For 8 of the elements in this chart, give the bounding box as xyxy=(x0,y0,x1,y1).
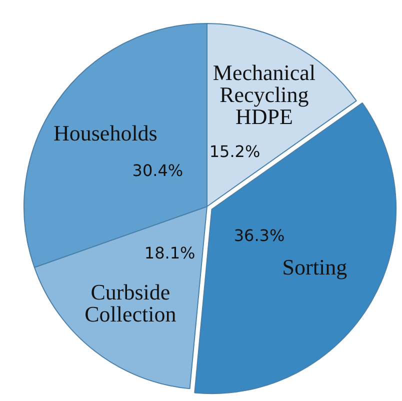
data-label: 15.2% xyxy=(209,142,260,162)
data-label: 18.1% xyxy=(144,243,196,262)
slice-label: Curbside Collection xyxy=(84,279,176,326)
slice-label: Sorting xyxy=(282,254,348,280)
data-label: 30.4% xyxy=(132,160,184,180)
slice-label: Mechanical Recycling HDPE xyxy=(212,60,316,129)
slice-label: Households xyxy=(53,120,158,146)
data-label: 36.3% xyxy=(234,226,285,245)
